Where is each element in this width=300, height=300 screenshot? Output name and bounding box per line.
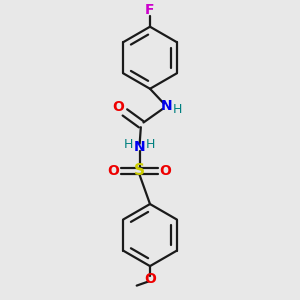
Text: O: O	[144, 272, 156, 286]
Text: O: O	[108, 164, 120, 178]
Text: H: H	[146, 138, 156, 152]
Text: N: N	[160, 99, 172, 113]
Text: H: H	[124, 138, 133, 152]
Text: H: H	[173, 103, 182, 116]
Text: O: O	[160, 164, 172, 178]
Text: N: N	[134, 140, 146, 154]
Text: S: S	[134, 164, 145, 178]
Text: O: O	[112, 100, 124, 114]
Text: F: F	[145, 3, 155, 17]
